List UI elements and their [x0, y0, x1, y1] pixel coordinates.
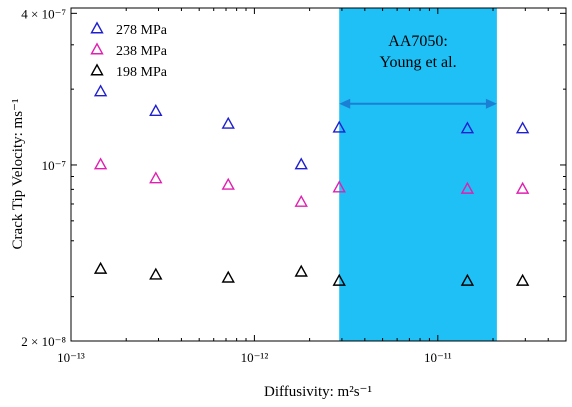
data-point-series-1-5 [460, 181, 475, 194]
y-tick-label-1: 10⁻⁷ [42, 158, 66, 173]
data-point-series-1-6 [515, 181, 530, 194]
legend: 278 MPa 238 MPa 198 MPa [90, 21, 168, 80]
legend-label-1: 238 MPa [116, 44, 168, 59]
data-point-series-0-4 [332, 120, 346, 133]
data-point-series-2-1 [149, 267, 163, 280]
data-point-series-1-1 [149, 171, 163, 184]
data-point-series-2-3 [294, 264, 308, 277]
annotation-region: AA7050: Young et al. [339, 8, 497, 341]
legend-marker-0 [90, 21, 104, 34]
legend-label-0: 278 MPa [116, 23, 168, 38]
data-point-series-2-4 [332, 273, 346, 286]
range-arrow-right-head [485, 98, 497, 109]
x-tick-label-0: 10⁻¹³ [57, 350, 85, 365]
data-point-series-2-5 [460, 273, 475, 286]
annotation-line-1: AA7050: [388, 33, 448, 50]
legend-marker-2 [90, 63, 104, 76]
plot-frame [70, 7, 567, 342]
data-point-series-1-4 [332, 180, 346, 193]
y-tick-label-0: 2 × 10⁻⁸ [21, 334, 66, 349]
data-point-series-0-5 [460, 121, 475, 134]
data-point-series-1-2 [221, 177, 235, 190]
x-tick-label-2: 10⁻¹¹ [424, 350, 452, 365]
data-markers [93, 84, 530, 286]
data-point-series-1-3 [294, 194, 308, 207]
y-tick-label-2: 4 × 10⁻⁷ [21, 6, 66, 21]
legend-label-2: 198 MPa [116, 65, 168, 80]
data-point-series-2-6 [515, 273, 530, 286]
annotation-line-2: Young et al. [380, 54, 457, 71]
legend-marker-1 [90, 42, 104, 55]
data-point-series-2-0 [93, 261, 108, 274]
data-point-series-0-1 [149, 103, 163, 116]
range-arrow-left-head [339, 98, 351, 109]
data-point-series-1-0 [93, 157, 108, 170]
axis-ticks: 10⁻¹³ 10⁻¹² 10⁻¹¹ 2 × 10⁻⁸ 10⁻⁷ 4 × 10⁻⁷ [21, 6, 567, 365]
y-axis-label: Crack Tip Velocity: ms⁻¹ [10, 99, 26, 250]
data-point-series-2-2 [221, 270, 235, 283]
x-tick-label-1: 10⁻¹² [241, 350, 269, 365]
x-axis-label: Diffusivity: m²s⁻¹ [264, 384, 372, 400]
data-point-series-0-2 [221, 116, 235, 129]
data-point-series-0-6 [515, 121, 530, 134]
data-point-series-0-3 [294, 157, 308, 170]
data-point-series-0-0 [93, 84, 108, 97]
